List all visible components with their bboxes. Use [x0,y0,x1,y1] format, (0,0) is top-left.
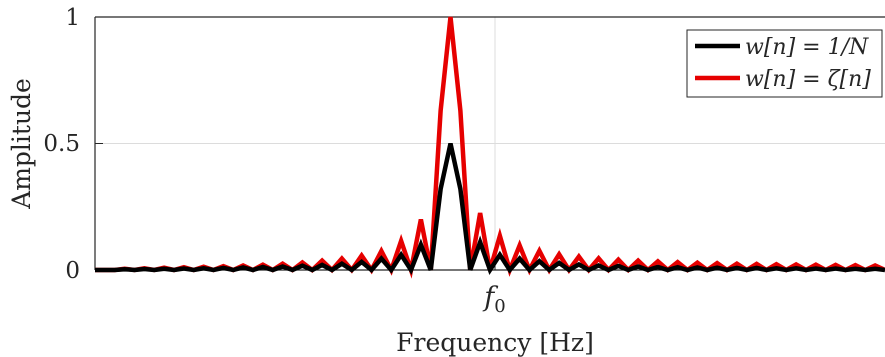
y-tick-label-0-5: 0.5 [43,131,80,157]
legend: w[n] = 1/N w[n] = ζ[n] [686,29,883,98]
y-tick-label-1: 1 [65,5,80,31]
series-line-1 [95,143,885,276]
y-tick-label-0: 0 [65,258,80,284]
legend-box [686,29,883,98]
y-axis-label: Amplitude [7,78,36,210]
x-tick-label-f0: f0 [482,282,505,317]
legend-label-series-1: w[n] = 1/N [745,35,869,60]
series-layer [95,16,885,279]
legend-label-series-2: w[n] = ζ[n] [745,67,871,92]
x-axis-label: Frequency [Hz] [396,328,594,357]
